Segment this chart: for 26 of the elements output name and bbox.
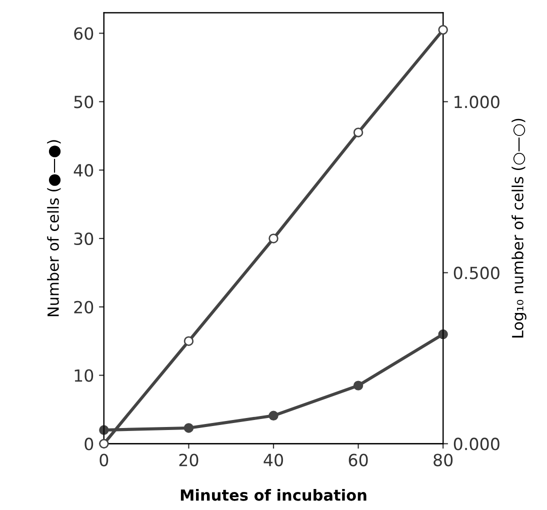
y-tick-label: 20 [74, 300, 94, 314]
x-tick-label: 60 [348, 454, 368, 466]
x-tick-label: 80 [434, 454, 453, 466]
x-tick-label: 0 [100, 454, 108, 466]
x-axis-title: Minutes of incubation [180, 488, 366, 501]
y-tick-label: 50 [74, 96, 94, 108]
y2-tick-label: 1.000 [454, 96, 500, 108]
y-tick-label: 60 [74, 27, 94, 40]
x-tick-label: 20 [179, 454, 198, 466]
point [438, 24, 448, 35]
point [184, 336, 194, 346]
y-tick-label: 40 [74, 164, 94, 177]
y-tick-label: 0 [84, 438, 94, 450]
y2-axis-title: Log₁₀ number of cells (○—○) [512, 118, 526, 338]
point [353, 380, 364, 390]
y-tick-label: 30 [74, 232, 94, 246]
point [99, 438, 109, 449]
point [184, 423, 194, 433]
y2-tick-label: 0.500 [454, 266, 500, 280]
y-tick-label: 10 [74, 369, 94, 382]
point [268, 234, 278, 244]
y2-tick-label: 0.000 [454, 438, 500, 450]
point [353, 128, 364, 138]
y-axis-title: Number of cells (●—●) [47, 140, 61, 316]
point [268, 410, 278, 421]
x-tick-label: 40 [264, 454, 283, 466]
